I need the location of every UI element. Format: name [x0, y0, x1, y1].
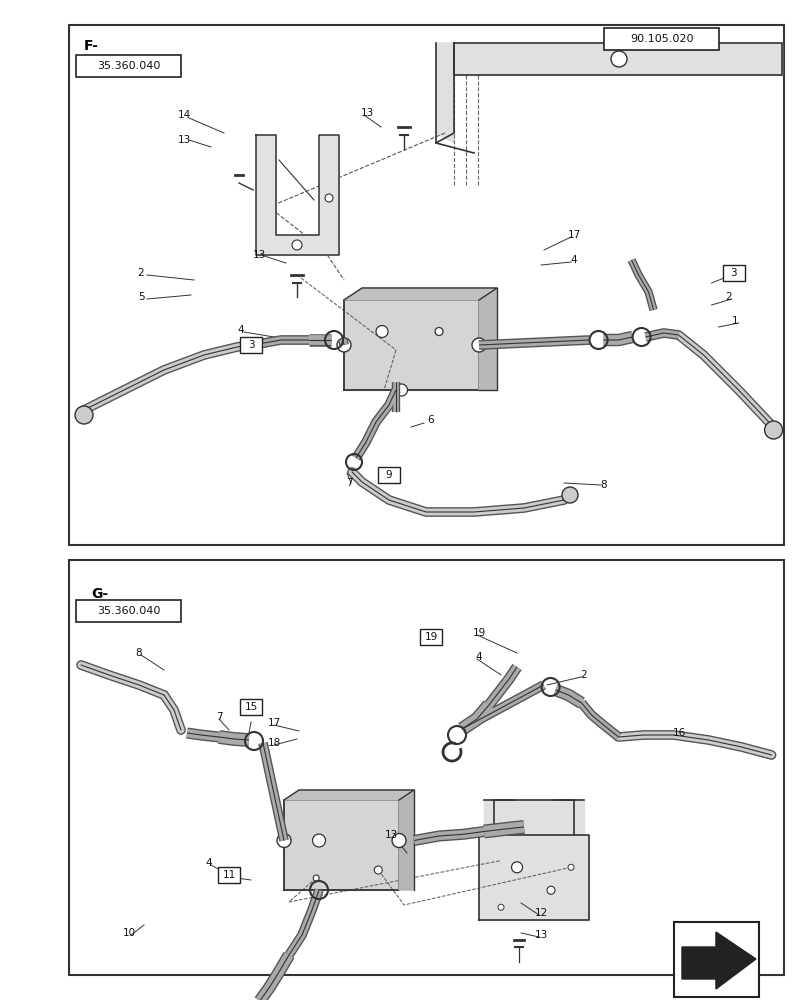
- Circle shape: [392, 833, 406, 847]
- Text: 19: 19: [472, 628, 485, 638]
- Circle shape: [561, 487, 577, 503]
- Text: G-: G-: [91, 587, 108, 601]
- Text: 2: 2: [724, 292, 731, 302]
- Polygon shape: [478, 288, 496, 390]
- Text: 6: 6: [427, 415, 434, 425]
- Bar: [69, 25, 783, 545]
- Text: F-: F-: [84, 39, 99, 53]
- Text: 13: 13: [360, 108, 373, 118]
- Text: 4: 4: [238, 325, 244, 335]
- Circle shape: [511, 862, 521, 873]
- Polygon shape: [681, 932, 755, 989]
- Text: 90.105.020: 90.105.020: [629, 34, 693, 44]
- Text: 4: 4: [570, 255, 577, 265]
- Circle shape: [292, 240, 302, 250]
- Text: 3: 3: [247, 340, 254, 350]
- Text: 13: 13: [384, 830, 397, 840]
- Text: 1: 1: [732, 316, 738, 326]
- Text: 8: 8: [600, 480, 607, 490]
- Bar: [76, 600, 181, 622]
- Circle shape: [324, 194, 333, 202]
- Text: 13: 13: [252, 250, 265, 260]
- Circle shape: [312, 834, 325, 847]
- Text: 4: 4: [205, 858, 212, 868]
- Text: 16: 16: [672, 728, 684, 738]
- Bar: [378, 467, 400, 483]
- Text: 17: 17: [267, 718, 281, 728]
- Text: 7: 7: [345, 478, 352, 488]
- Text: 35.360.040: 35.360.040: [97, 61, 160, 71]
- Bar: [217, 867, 240, 883]
- Circle shape: [313, 875, 319, 881]
- Text: 12: 12: [534, 908, 547, 918]
- Text: 4: 4: [475, 652, 482, 662]
- Polygon shape: [344, 288, 496, 300]
- Polygon shape: [284, 790, 414, 800]
- Bar: [240, 337, 262, 353]
- Bar: [722, 265, 744, 281]
- Polygon shape: [478, 835, 588, 920]
- Bar: [603, 28, 718, 50]
- Circle shape: [337, 338, 350, 352]
- Circle shape: [471, 338, 486, 352]
- Text: 11: 11: [222, 870, 235, 880]
- Text: 7: 7: [216, 712, 222, 722]
- Text: 35.360.040: 35.360.040: [97, 606, 160, 616]
- Bar: [673, 922, 758, 997]
- Bar: [76, 55, 181, 77]
- Polygon shape: [483, 800, 583, 835]
- Text: 8: 8: [135, 648, 142, 658]
- Text: 13: 13: [177, 135, 191, 145]
- Polygon shape: [344, 300, 478, 390]
- Text: 18: 18: [267, 738, 281, 748]
- Text: 5: 5: [138, 292, 144, 302]
- Circle shape: [497, 904, 504, 910]
- Text: 15: 15: [244, 702, 257, 712]
- Polygon shape: [284, 800, 398, 890]
- Circle shape: [547, 886, 555, 894]
- Polygon shape: [255, 135, 339, 255]
- Text: 3: 3: [729, 268, 736, 278]
- Text: 13: 13: [534, 930, 547, 940]
- Circle shape: [277, 833, 290, 847]
- Circle shape: [375, 326, 388, 338]
- Text: 17: 17: [567, 230, 580, 240]
- Text: 2: 2: [580, 670, 586, 680]
- Circle shape: [610, 51, 626, 67]
- Polygon shape: [436, 43, 453, 143]
- Polygon shape: [453, 43, 781, 75]
- Circle shape: [568, 864, 573, 870]
- Circle shape: [75, 406, 93, 424]
- Text: 9: 9: [385, 470, 392, 480]
- Circle shape: [395, 384, 407, 396]
- Circle shape: [435, 328, 443, 336]
- Text: 19: 19: [424, 632, 437, 642]
- Bar: [419, 629, 441, 645]
- Circle shape: [764, 421, 782, 439]
- Bar: [69, 560, 783, 975]
- Text: 2: 2: [138, 268, 144, 278]
- Circle shape: [374, 866, 382, 874]
- Bar: [240, 699, 262, 715]
- Polygon shape: [398, 790, 414, 890]
- Text: 14: 14: [177, 110, 191, 120]
- Text: 10: 10: [122, 928, 135, 938]
